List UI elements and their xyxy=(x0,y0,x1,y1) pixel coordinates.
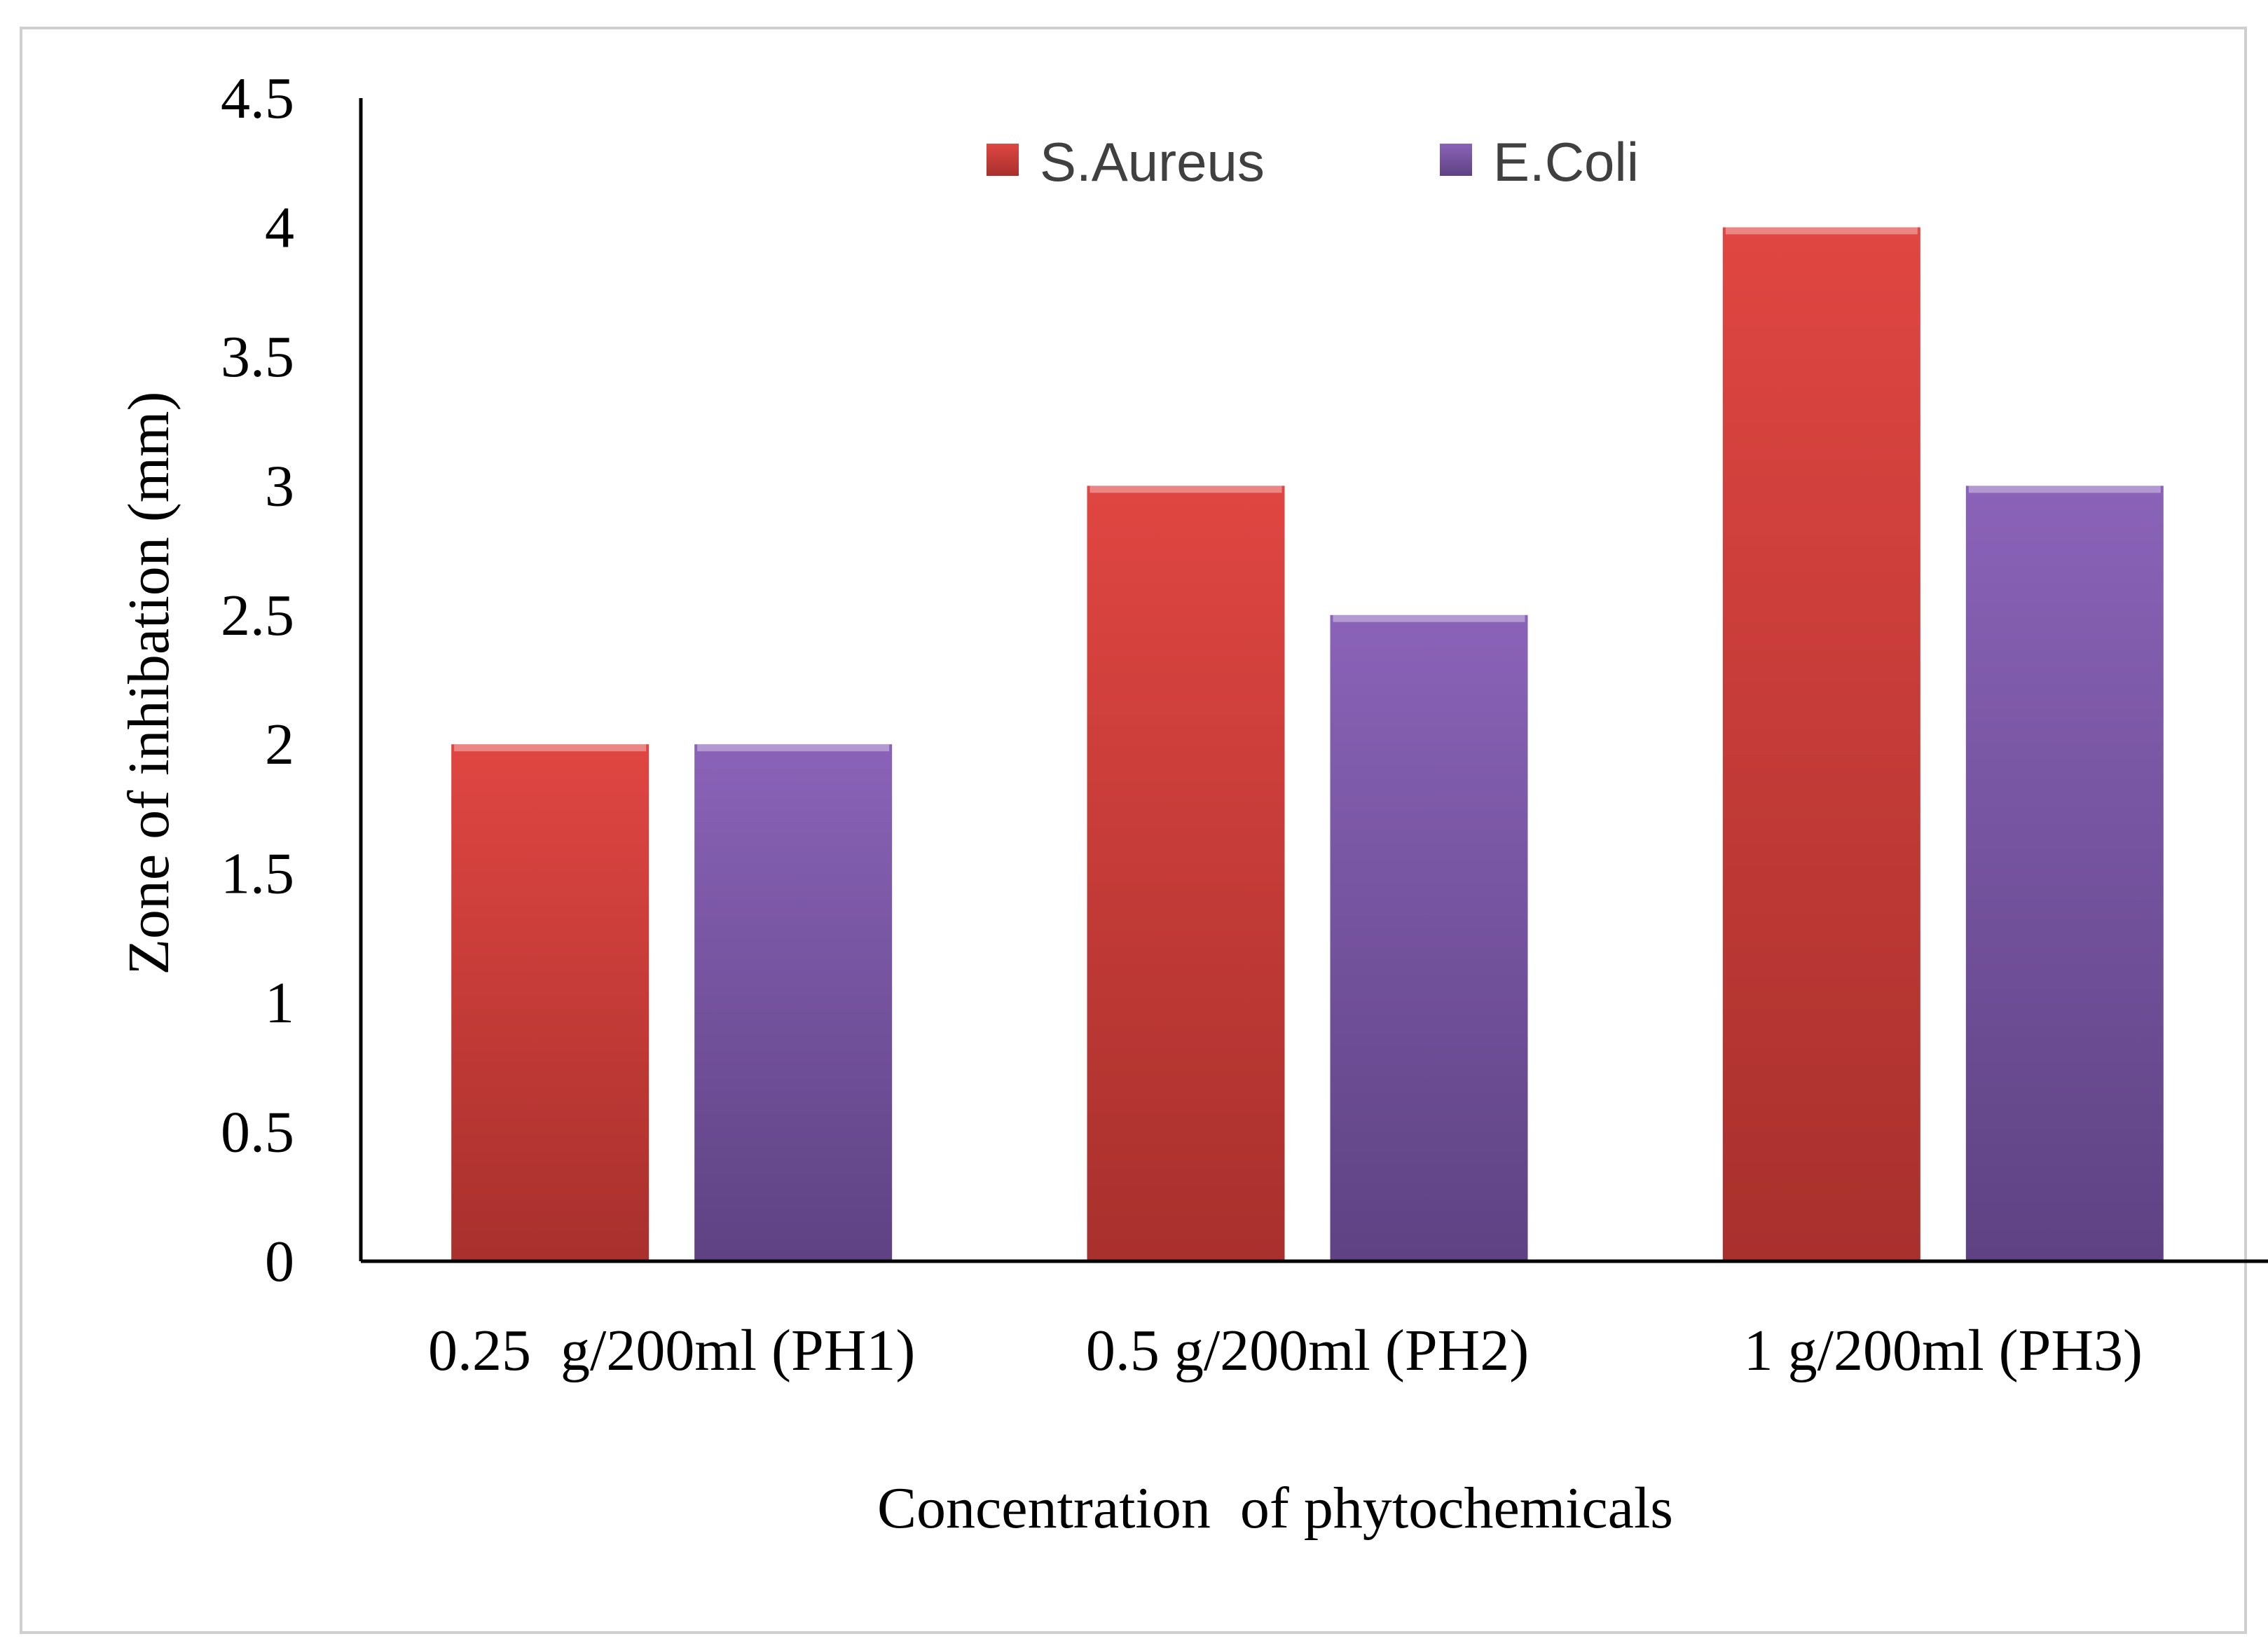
bar-e-coli-3 xyxy=(1965,486,2164,1262)
x-tick-label: 0.5 g/200ml (PH2) xyxy=(1086,1318,1529,1383)
bars-layer xyxy=(451,227,2164,1262)
bar-body xyxy=(694,744,893,1261)
axes-layer xyxy=(359,98,2268,1263)
bar-top-highlight xyxy=(1725,227,1918,235)
bar-top-highlight xyxy=(1090,486,1282,493)
y-tick-labels: 0 0.5 1 1.5 2 2.5 3 3.5 4 4.5 xyxy=(221,66,294,1294)
y-tick-label: 0.5 xyxy=(221,1100,294,1165)
y-tick-label: 2.5 xyxy=(221,583,294,648)
bar-body xyxy=(1087,486,1285,1262)
bar-top-highlight xyxy=(697,744,890,752)
y-tick-label: 1 xyxy=(265,970,294,1036)
y-tick-label: 4 xyxy=(265,195,294,260)
legend: S.Aureus E.Coli xyxy=(987,131,1639,193)
x-tick-labels: 0.25 g/200ml (PH1) 0.5 g/200ml (PH2) 1 g/2… xyxy=(428,1318,2143,1383)
legend-swatch-e-coli xyxy=(1440,144,1472,176)
x-axis-label: Concentration of phytochemicals xyxy=(877,1476,1673,1541)
legend-label-e-coli: E.Coli xyxy=(1493,131,1639,193)
bar-top-highlight xyxy=(1333,614,1525,622)
y-tick-label: 2 xyxy=(265,712,294,777)
bar-top-highlight xyxy=(1968,486,2161,493)
legend-label-s-aureus: S.Aureus xyxy=(1040,131,1265,193)
bar-top-highlight xyxy=(454,744,647,752)
y-axis-label: Zone of inhibation (mm) xyxy=(116,392,181,975)
bar-body xyxy=(451,744,650,1261)
bar-body xyxy=(1330,614,1528,1261)
bar-e-coli-2 xyxy=(1330,614,1528,1261)
y-tick-label: 3 xyxy=(265,453,294,519)
legend-swatch-s-aureus xyxy=(987,144,1019,176)
bar-body xyxy=(1965,486,2164,1262)
bar-s-aureus-1 xyxy=(451,744,650,1261)
x-tick-label: 1 g/200ml (PH3) xyxy=(1744,1318,2143,1383)
x-tick-label: 0.25 g/200ml (PH1) xyxy=(428,1318,915,1383)
bar-s-aureus-2 xyxy=(1087,486,1285,1262)
y-tick-label: 4.5 xyxy=(221,66,294,131)
bar-e-coli-1 xyxy=(694,744,893,1261)
y-tick-label: 3.5 xyxy=(221,324,294,390)
bar-s-aureus-3 xyxy=(1722,227,1920,1261)
y-tick-label: 1.5 xyxy=(221,842,294,907)
bar-body xyxy=(1722,227,1920,1261)
y-tick-label: 0 xyxy=(265,1229,294,1294)
